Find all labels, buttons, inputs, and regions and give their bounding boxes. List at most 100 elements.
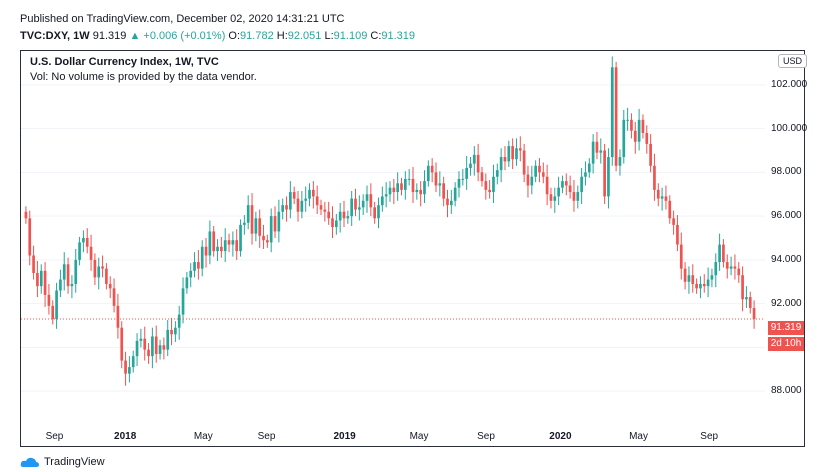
candle [564,173,568,196]
last-price-label: 91.319 [768,321,804,335]
candle [151,327,154,369]
candle [327,201,331,225]
currency-button[interactable]: USD [778,54,808,68]
candle [74,248,78,293]
candle [595,131,599,160]
candle [331,206,334,238]
candle [220,236,223,258]
candle [725,254,729,279]
candle [545,164,549,206]
candle [78,236,81,266]
candle [281,198,285,220]
candle [147,343,150,364]
candle [24,206,28,224]
candle [434,162,438,193]
candle [733,254,737,280]
candle [116,293,120,339]
candle [683,262,687,290]
candle [672,210,675,235]
candle [315,185,319,214]
candle [285,196,288,222]
high-value: 92.051 [287,30,322,42]
candle [185,271,189,294]
candle [518,136,522,162]
chart-legend-title: U.S. Dollar Currency Index, 1W, TVC [30,56,219,68]
candle [304,186,308,212]
candle [691,264,695,293]
bar-countdown-label: 2d 10h [768,337,804,351]
candle [687,266,691,294]
candle [415,183,419,200]
candle [239,219,242,257]
candle [515,138,518,166]
candle [166,320,170,357]
candle [346,210,350,224]
x-tick-label: Sep [477,431,495,442]
candle [722,239,725,268]
candle [476,143,480,182]
candle [419,181,423,207]
published-note: Published on TradingView.com, December 0… [20,13,345,25]
close-label: C: [370,30,382,42]
x-tick-label: May [193,431,213,442]
candle [246,195,250,230]
candle [637,108,641,151]
candle [614,61,618,172]
x-tick-label: 2019 [333,431,356,442]
candle [541,162,545,184]
candle [526,165,530,198]
y-tick-label: 88.000 [771,385,802,397]
candle [407,169,411,186]
candle [223,228,227,263]
low-value: 91.109 [333,30,368,42]
candle [361,194,365,216]
candle [85,228,89,254]
candle [660,187,664,211]
open-value: 91.782 [240,30,274,42]
candle [342,200,346,228]
candle [446,189,449,218]
candle [369,183,373,217]
candle [28,210,32,266]
candle [212,225,216,257]
candle [243,215,246,235]
chart-pane[interactable] [20,50,805,447]
candle [70,275,74,299]
close-value: 91.319 [381,30,416,42]
candle [39,264,43,294]
candle [105,263,108,290]
candle [66,257,70,294]
candle [197,250,200,280]
candle [484,173,488,200]
tradingview-logo[interactable]: TradingView [20,456,105,468]
candle [511,138,514,170]
candle [449,189,453,214]
candle [289,181,292,219]
candle [645,125,649,154]
candle [748,291,752,314]
candle [112,278,116,313]
change-value: ▲ +0.006 (+0.01%) [129,30,226,42]
candle [530,165,534,195]
candle [93,253,97,286]
logo-text: TradingView [44,456,105,468]
candle [423,170,426,203]
candle [384,182,388,208]
candle [568,175,572,199]
candle [741,266,744,312]
candle [101,255,104,278]
candle [641,114,645,139]
candle [400,177,403,196]
candle [36,260,39,298]
candle [200,240,204,277]
candle [266,234,269,248]
candle [607,148,610,209]
candle [729,256,733,276]
candle [549,187,553,209]
y-tick-label: 98.000 [771,166,802,178]
last-price: 91.319 [92,30,127,42]
candle [139,328,143,348]
candle [208,220,212,265]
candle [89,234,93,271]
